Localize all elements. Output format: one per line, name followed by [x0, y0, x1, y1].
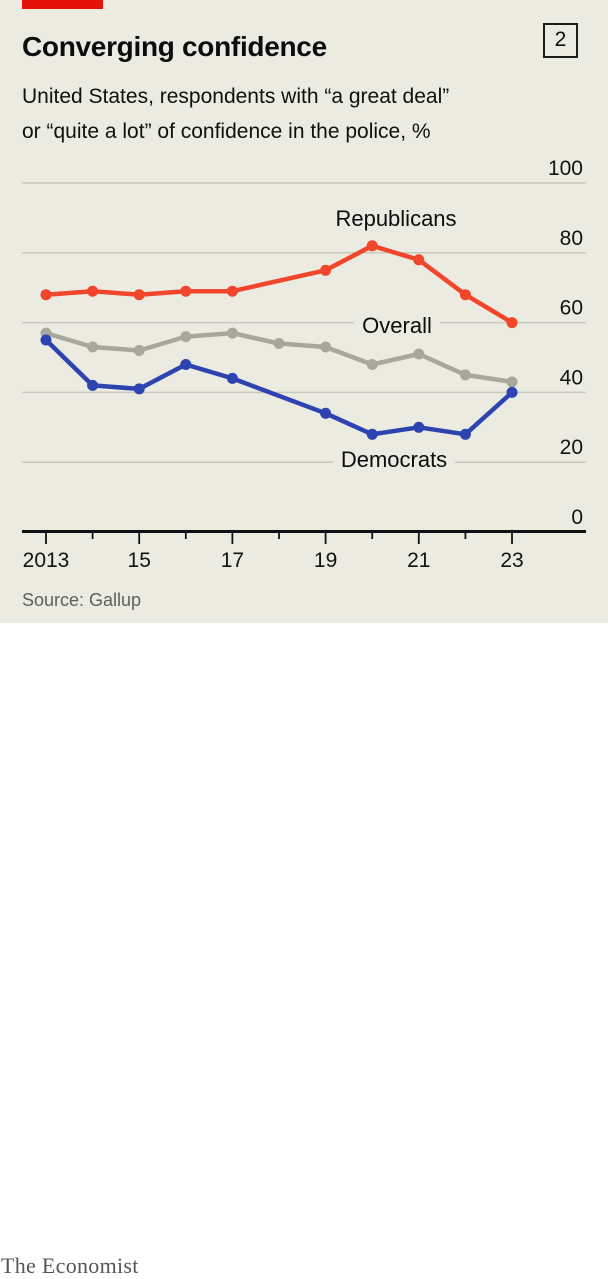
data-point-democrats: [226, 372, 238, 384]
x-axis-label: 23: [500, 549, 523, 572]
data-point-overall: [506, 376, 518, 388]
y-axis-label: 40: [560, 366, 583, 389]
data-point-republicans: [226, 285, 238, 297]
series-label-republicans: Republicans: [327, 205, 465, 233]
data-point-democrats: [459, 428, 471, 440]
data-point-overall: [273, 338, 285, 349]
y-axis-label: 20: [560, 436, 583, 459]
data-point-overall: [226, 327, 238, 339]
data-point-overall: [133, 345, 145, 356]
x-axis-label: 2013: [23, 549, 70, 572]
panel-index-badge: 2: [543, 23, 578, 58]
data-point-republicans: [413, 254, 425, 266]
data-point-republicans: [40, 289, 52, 301]
subtitle-line-2: or “quite a lot” of confidence in the po…: [22, 120, 431, 143]
series-label-overall: Overall: [354, 312, 440, 340]
data-point-republicans: [366, 240, 378, 252]
x-axis-label: 21: [407, 549, 430, 572]
data-point-democrats: [180, 359, 192, 370]
data-point-democrats: [506, 386, 518, 398]
y-axis-label: 80: [560, 227, 583, 250]
data-point-republicans: [506, 317, 518, 329]
series-line-republicans: [43, 243, 515, 325]
x-axis-label: 17: [221, 549, 244, 572]
economist-red-tab: [22, 0, 103, 9]
data-point-overall: [180, 331, 192, 343]
chart-title: Converging confidence: [22, 31, 327, 62]
chart-canvas: 0 20 40 60 80 100 2013 15 17 19 21 23: [22, 157, 586, 572]
data-point-overall: [366, 359, 378, 370]
series-label-democrats: Democrats: [332, 446, 456, 474]
data-point-democrats: [413, 421, 425, 433]
data-point-republicans: [133, 289, 145, 301]
data-point-democrats: [133, 383, 145, 395]
y-axis-label: 100: [548, 157, 583, 180]
chart-subtitle: United States, respondents with “a great…: [22, 79, 449, 149]
x-axis-label: 15: [128, 549, 151, 572]
x-axis-label: 19: [314, 549, 337, 572]
y-axis-label: 60: [560, 297, 583, 320]
data-point-democrats: [40, 334, 52, 346]
subtitle-line-1: United States, respondents with “a great…: [22, 85, 450, 108]
data-point-democrats: [320, 407, 332, 419]
data-point-democrats: [87, 379, 99, 391]
data-point-overall: [320, 341, 332, 353]
source-note: Source: Gallup: [22, 590, 142, 610]
data-point-overall: [87, 341, 99, 353]
line-chart: 0 20 40 60 80 100 2013 15 17 19 21 23 Republicans Ov…: [0, 0, 608, 623]
data-point-overall: [459, 369, 471, 381]
data-point-overall: [413, 348, 425, 360]
data-point-republicans: [87, 285, 99, 297]
economist-logo: The Economist: [1, 1253, 139, 1278]
brand-footer: The Economist: [0, 623, 608, 1278]
data-point-republicans: [459, 289, 471, 301]
data-point-republicans: [320, 264, 332, 276]
data-point-republicans: [180, 285, 192, 297]
data-point-democrats: [366, 428, 378, 440]
series-line-democrats: [43, 337, 515, 437]
y-axis-label: 0: [571, 506, 583, 529]
chart-card: Converging confidence 2 United States, r…: [0, 0, 608, 623]
